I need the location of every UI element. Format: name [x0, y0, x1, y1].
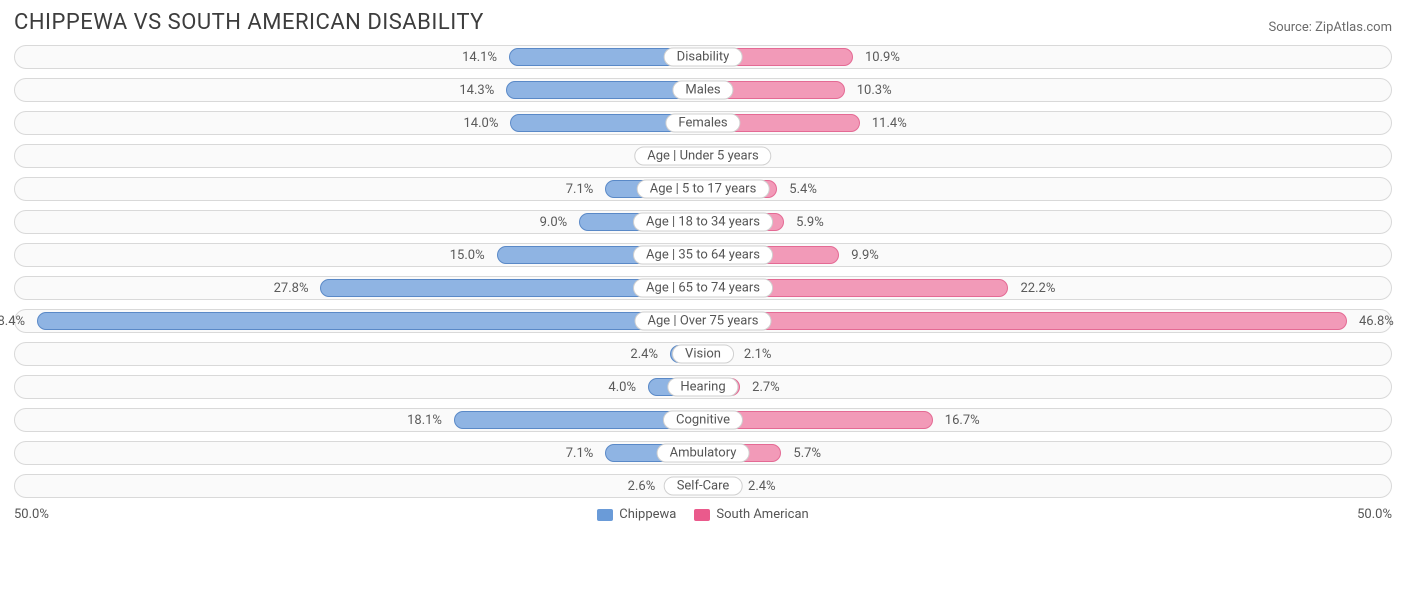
diverging-bar-chart: 14.1% 10.9% Disability 14.3% 10.3% Males 14.0%…: [14, 45, 1392, 498]
chart-footer: 50.0% Chippewa South American 50.0%: [14, 507, 1392, 522]
chart-row: 1.9%1.2%Age | Under 5 years: [14, 144, 1392, 168]
value-left: 2.4%: [630, 343, 664, 365]
chart-row: 9.0% 5.9% Age | 18 to 34 years: [14, 210, 1392, 234]
category-label: Age | Under 5 years: [634, 147, 771, 166]
category-label: Cognitive: [663, 411, 743, 430]
bar-right: [703, 312, 1347, 330]
category-label: Age | 5 to 17 years: [637, 180, 770, 199]
value-left: 14.3%: [459, 79, 500, 101]
value-left: 2.6%: [628, 475, 662, 497]
category-label: Age | 18 to 34 years: [633, 213, 773, 232]
value-left: 27.8%: [274, 277, 315, 299]
bar-left: [37, 312, 703, 330]
chart-row: 4.0% 2.7% Hearing: [14, 375, 1392, 399]
chart-header: CHIPPEWA VS SOUTH AMERICAN DISABILITY So…: [14, 10, 1392, 35]
category-label: Vision: [672, 345, 734, 364]
category-label: Ambulatory: [657, 444, 750, 463]
value-right: 5.4%: [783, 178, 817, 200]
value-right: 46.8%: [1353, 310, 1394, 332]
category-label: Males: [672, 81, 733, 100]
chart-row: 2.4% 2.1%Vision: [14, 342, 1392, 366]
category-label: Disability: [664, 48, 743, 67]
value-right: 10.9%: [859, 46, 900, 68]
legend-label-left: Chippewa: [619, 507, 676, 522]
value-right: 5.9%: [790, 211, 824, 233]
value-left: 7.1%: [566, 178, 600, 200]
chart-row: 18.1% 16.7% Cognitive: [14, 408, 1392, 432]
chart-row: 14.3% 10.3% Males: [14, 78, 1392, 102]
legend-swatch-left: [597, 509, 613, 521]
category-label: Self-Care: [664, 477, 743, 496]
legend-swatch-right: [694, 509, 710, 521]
legend-label-right: South American: [716, 507, 808, 522]
category-label: Age | Over 75 years: [635, 312, 772, 331]
value-right: 16.7%: [939, 409, 980, 431]
value-right: 11.4%: [866, 112, 907, 134]
chart-source: Source: ZipAtlas.com: [1268, 20, 1392, 35]
category-label: Hearing: [667, 378, 738, 397]
value-right: 2.7%: [746, 376, 780, 398]
axis-max-left: 50.0%: [14, 507, 49, 522]
value-left: 4.0%: [608, 376, 642, 398]
chart-legend: Chippewa South American: [597, 507, 808, 522]
chart-row: 48.4%46.8%Age | Over 75 years: [14, 309, 1392, 333]
chart-row: 2.6% 2.4%Self-Care: [14, 474, 1392, 498]
category-label: Age | 35 to 64 years: [633, 246, 773, 265]
axis-max-right: 50.0%: [1357, 507, 1392, 522]
value-left: 15.0%: [450, 244, 491, 266]
value-right: 10.3%: [851, 79, 892, 101]
value-right: 2.1%: [738, 343, 772, 365]
value-right: 2.4%: [742, 475, 776, 497]
chart-row: 27.8% 22.2% Age | 65 to 74 years: [14, 276, 1392, 300]
value-left: 18.1%: [407, 409, 448, 431]
chart-title: CHIPPEWA VS SOUTH AMERICAN DISABILITY: [14, 10, 484, 35]
chart-row: 14.1% 10.9% Disability: [14, 45, 1392, 69]
value-right: 5.7%: [787, 442, 821, 464]
value-left: 14.0%: [464, 112, 505, 134]
value-right: 22.2%: [1014, 277, 1055, 299]
value-right: 9.9%: [845, 244, 879, 266]
legend-item-right: South American: [694, 507, 808, 522]
value-left: 14.1%: [462, 46, 503, 68]
value-left: 7.1%: [566, 442, 600, 464]
legend-item-left: Chippewa: [597, 507, 676, 522]
chart-row: 14.0% 11.4% Females: [14, 111, 1392, 135]
chart-row: 15.0% 9.9% Age | 35 to 64 years: [14, 243, 1392, 267]
chart-row: 7.1% 5.7% Ambulatory: [14, 441, 1392, 465]
value-left: 48.4%: [0, 310, 31, 332]
chart-row: 7.1% 5.4% Age | 5 to 17 years: [14, 177, 1392, 201]
value-left: 9.0%: [540, 211, 574, 233]
category-label: Females: [665, 114, 740, 133]
category-label: Age | 65 to 74 years: [633, 279, 773, 298]
